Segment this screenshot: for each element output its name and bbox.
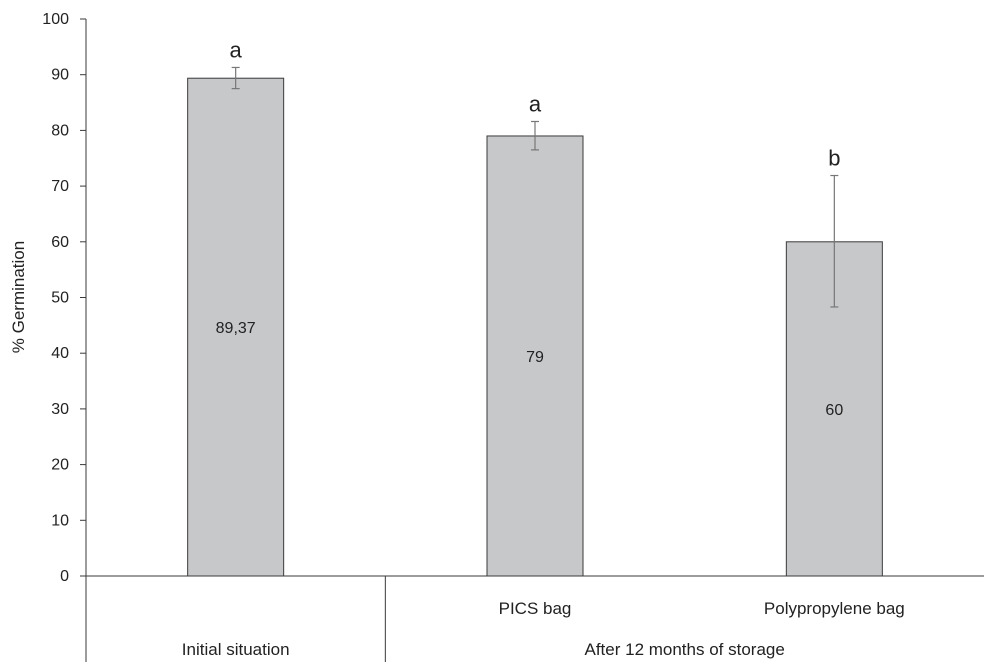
labels: 0 10 20 30 40 50 60 70 80 90 100 89,37 a 79 a PICS bag 6… [42, 11, 904, 659]
significance-letter: a [529, 91, 542, 116]
bar-value-label: 60 [825, 402, 843, 419]
x-group-label: After 12 months of storage [584, 640, 784, 659]
bar-value-label: 79 [526, 349, 544, 366]
bar [187, 77, 285, 577]
y-tick-label: 40 [51, 345, 69, 362]
y-tick-label: 60 [51, 234, 69, 251]
y-tick-label: 70 [51, 178, 69, 195]
y-tick-label: 30 [51, 401, 69, 418]
significance-letter: a [230, 37, 243, 62]
y-tick-label: 90 [51, 67, 69, 84]
bars [187, 66, 883, 577]
y-tick-label: 50 [51, 290, 69, 307]
y-tick-label: 20 [51, 457, 69, 474]
x-category-label: PICS bag [499, 599, 572, 618]
y-tick-label: 10 [51, 512, 69, 529]
significance-letter: b [828, 146, 840, 171]
y-tick-label: 0 [60, 568, 69, 585]
x-category-label: Polypropylene bag [764, 599, 905, 618]
bar-value-label: 89,37 [216, 320, 256, 337]
bar [486, 135, 584, 577]
x-group-label: Initial situation [182, 640, 290, 659]
y-tick-label: 100 [42, 11, 69, 28]
y-tick-label: 80 [51, 122, 69, 139]
y-axis-title: % Germination [9, 241, 28, 353]
